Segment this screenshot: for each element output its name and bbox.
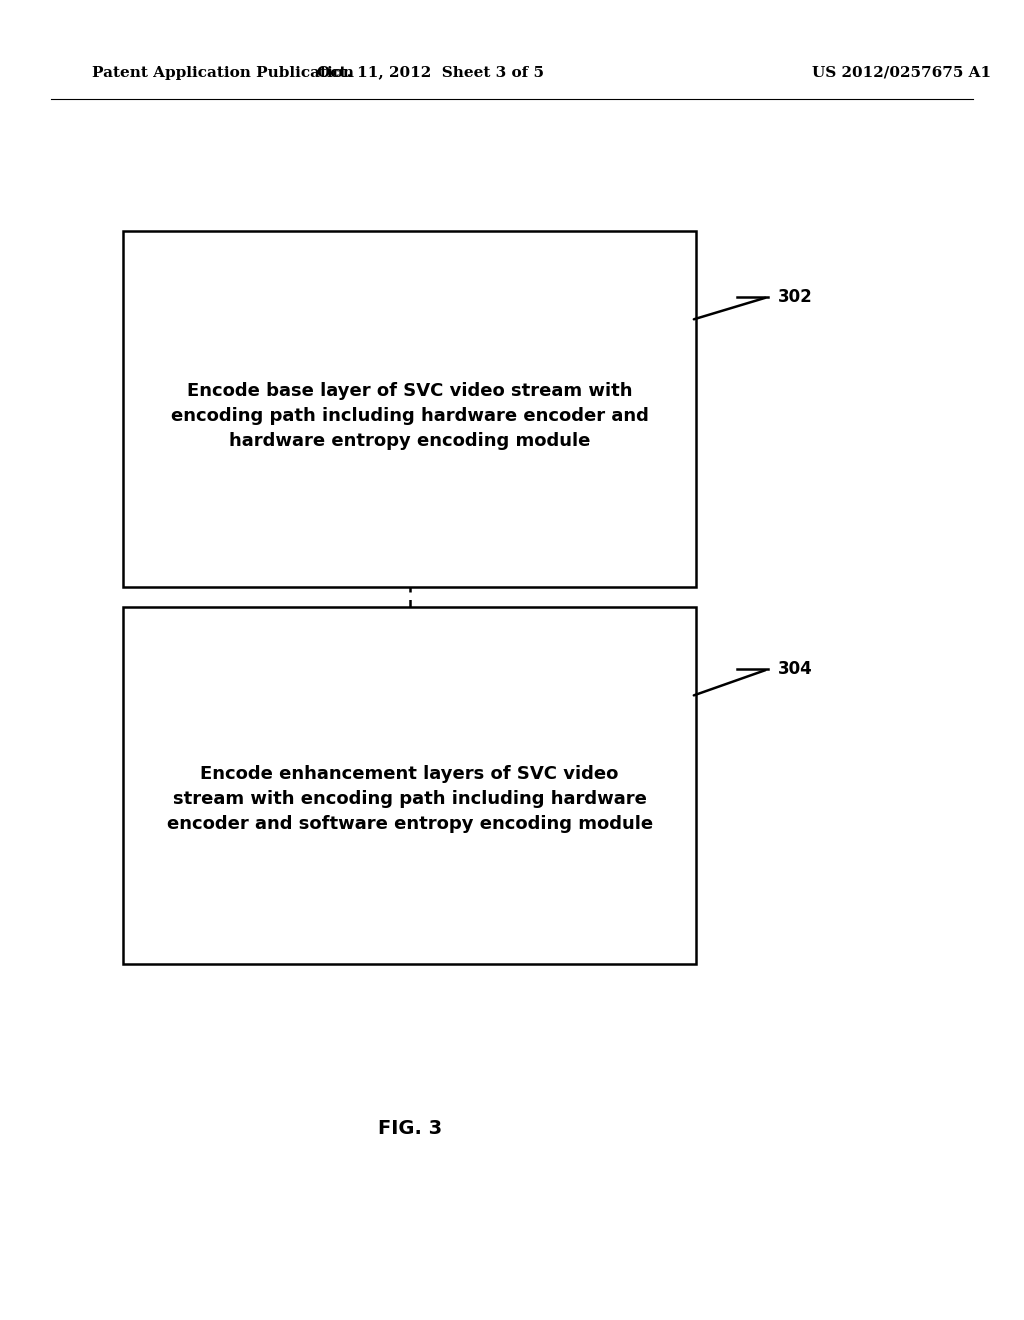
Text: FIG. 3: FIG. 3 (378, 1119, 441, 1138)
Text: Oct. 11, 2012  Sheet 3 of 5: Oct. 11, 2012 Sheet 3 of 5 (316, 66, 544, 79)
Text: Encode base layer of SVC video stream with
encoding path including hardware enco: Encode base layer of SVC video stream wi… (171, 381, 648, 450)
Text: 302: 302 (778, 288, 813, 306)
Text: US 2012/0257675 A1: US 2012/0257675 A1 (812, 66, 990, 79)
FancyBboxPatch shape (123, 231, 696, 587)
Text: Patent Application Publication: Patent Application Publication (92, 66, 354, 79)
FancyBboxPatch shape (123, 607, 696, 964)
Text: Encode enhancement layers of SVC video
stream with encoding path including hardw: Encode enhancement layers of SVC video s… (167, 764, 652, 833)
Text: 304: 304 (778, 660, 813, 678)
